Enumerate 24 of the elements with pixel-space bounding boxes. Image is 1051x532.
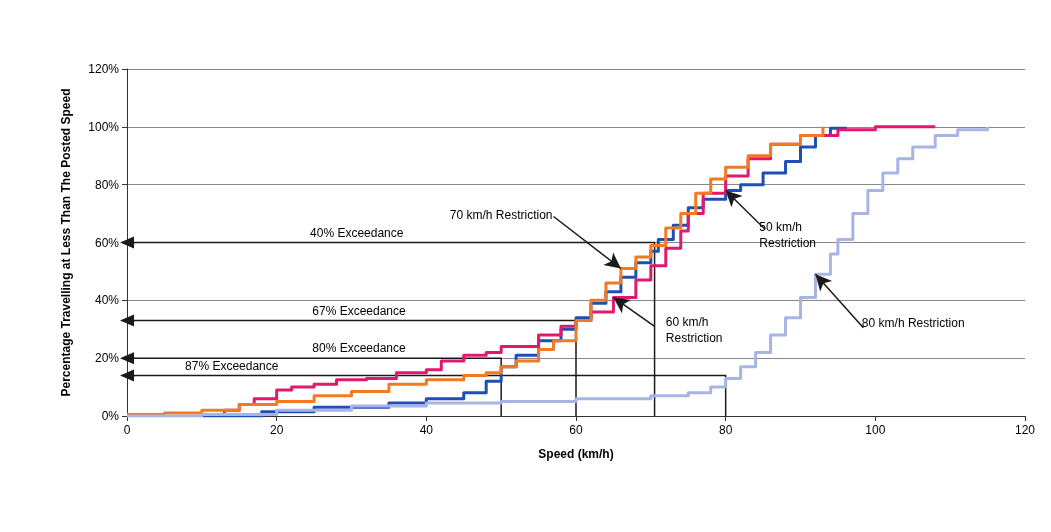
- y-tick-label: 20%: [94, 351, 120, 366]
- x-axis-title: Speed (km/h): [538, 447, 614, 461]
- x-tick-label: 40: [419, 423, 434, 437]
- series-label: 67% Exceedance: [312, 303, 406, 318]
- y-tick-label: 60%: [94, 235, 120, 250]
- series-label: 80% Exceedance: [312, 341, 406, 356]
- x-tick-label: 0: [123, 423, 131, 437]
- x-tick-label: 60: [569, 423, 583, 437]
- x-tick-label: 120: [1014, 423, 1036, 437]
- y-tick-label: 40%: [94, 293, 120, 308]
- y-axis-title: Percentage Travelling at Less Than The Posted Speed: [59, 88, 73, 397]
- x-tick-label: 80: [718, 423, 733, 437]
- series-label: 87% Exceedance: [185, 358, 279, 373]
- y-tick-label: 120%: [88, 62, 120, 76]
- x-tick-label: 100: [865, 423, 886, 437]
- annotation: 70 km/h Restriction: [449, 208, 553, 223]
- series-label: 40% Exceedance: [310, 225, 404, 240]
- annotation: 60 km/h Restriction: [665, 315, 723, 346]
- y-tick-label: 0%: [101, 409, 120, 423]
- annotation: 50 km/h Restriction: [759, 219, 817, 250]
- annotation: 80 km/h Restriction: [861, 315, 965, 330]
- y-tick-label: 80%: [94, 177, 120, 192]
- x-tick-label: 20: [269, 423, 284, 437]
- y-tick-label: 100%: [88, 119, 120, 134]
